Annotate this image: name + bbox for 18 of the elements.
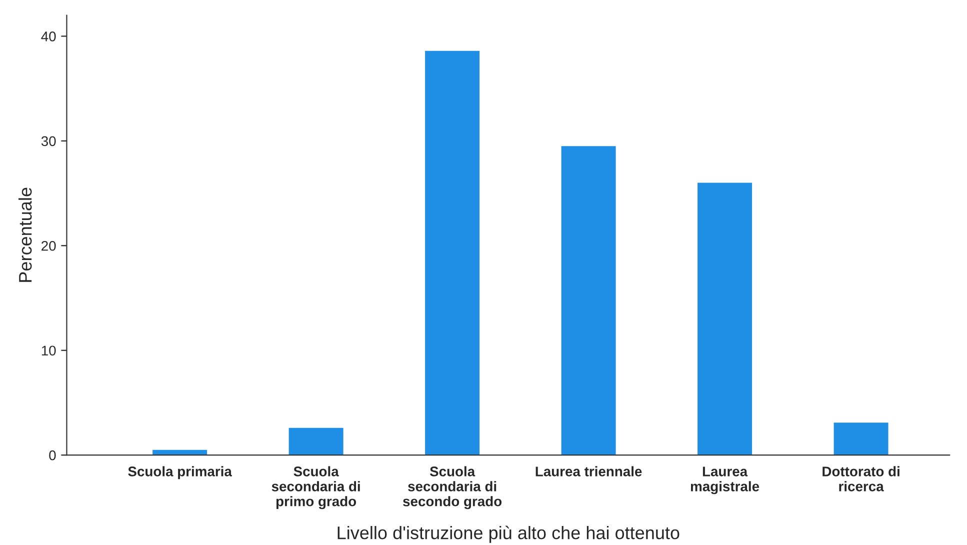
x-axis-title: Livello d'istruzione più alto che hai ottenuto bbox=[338, 526, 680, 543]
x-tick-label: Scuola secondaria di secondo grado bbox=[403, 466, 502, 510]
y-axis-title: Percentuale bbox=[18, 188, 32, 282]
bar bbox=[288, 428, 344, 456]
x-tick-label: Scuola secondaria di primo grado bbox=[272, 466, 360, 510]
bar bbox=[698, 182, 752, 456]
bar bbox=[561, 146, 616, 456]
y-tick-label: 40 bbox=[41, 32, 56, 42]
y-tick-label: 10 bbox=[42, 346, 56, 356]
y-tick-label: 20 bbox=[42, 240, 56, 251]
x-tick-label: Scuola primaria bbox=[128, 466, 232, 480]
bar bbox=[425, 50, 480, 456]
y-tick-label: 0 bbox=[49, 450, 56, 460]
y-tick-label: 30 bbox=[41, 136, 56, 146]
x-tick-label: Dottorato di ricerca bbox=[822, 466, 900, 492]
bar bbox=[834, 422, 888, 456]
x-tick-label: Laurea triennale bbox=[536, 466, 642, 476]
x-tick-label: Laurea magistrale bbox=[690, 466, 760, 494]
